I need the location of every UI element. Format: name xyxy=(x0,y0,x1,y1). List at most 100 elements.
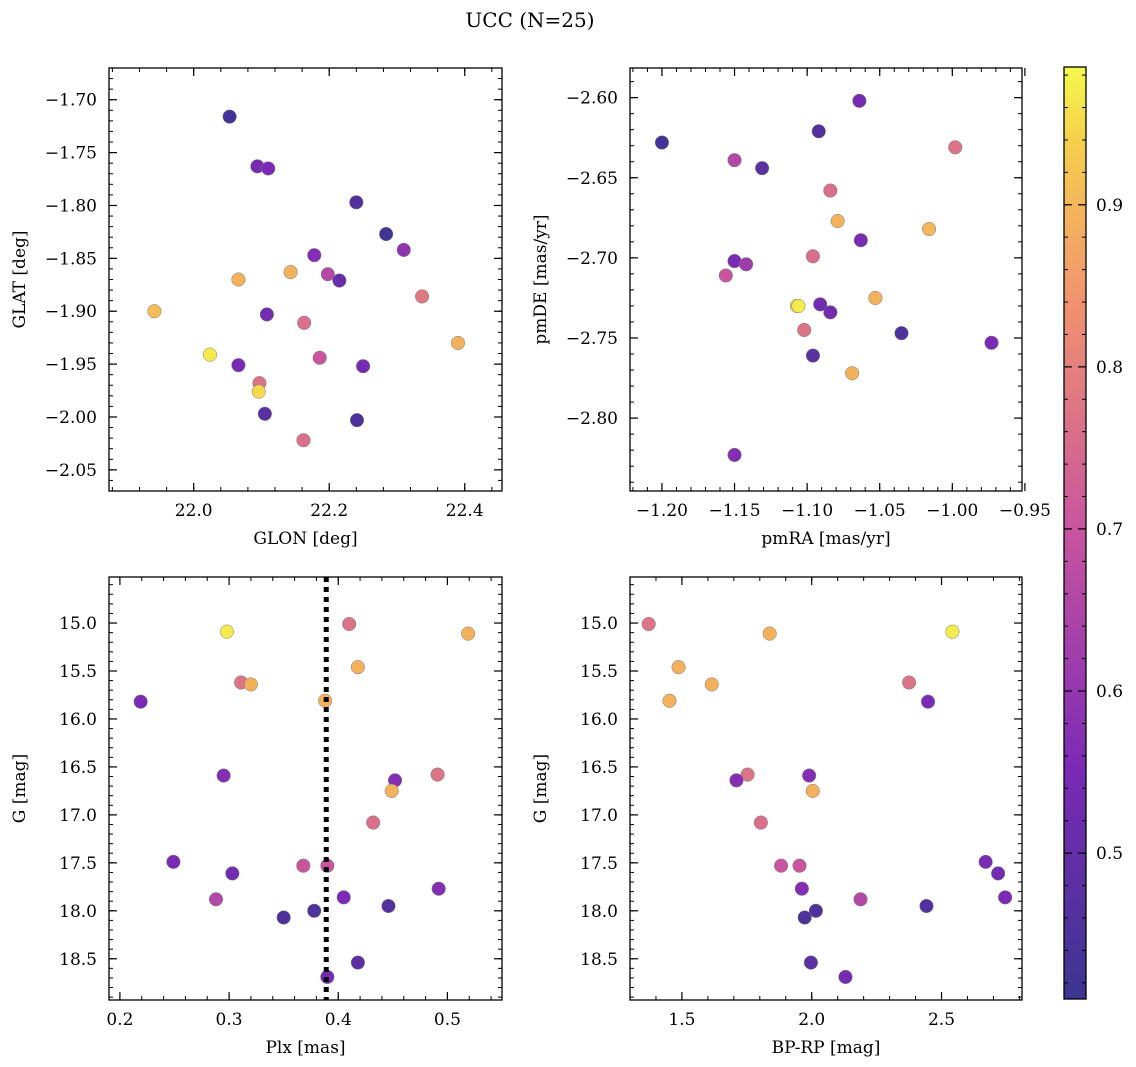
data-point xyxy=(945,624,960,639)
x-tick-label: 0.4 xyxy=(325,1010,352,1030)
data-point xyxy=(791,298,806,313)
y-tick-label: 16.5 xyxy=(580,758,618,778)
data-point xyxy=(350,955,365,970)
y-tick-label: 17.5 xyxy=(59,854,97,874)
data-point xyxy=(845,366,860,381)
colorbar-tick-label: 0.9 xyxy=(1096,196,1123,216)
x-tick-label: −1.20 xyxy=(636,501,688,521)
data-point xyxy=(739,257,754,272)
data-point xyxy=(296,858,311,873)
data-point xyxy=(297,315,312,330)
x-tick-label: 2.0 xyxy=(798,1010,825,1030)
y-tick-label: 15.5 xyxy=(59,662,97,682)
data-point xyxy=(384,783,399,798)
data-point xyxy=(414,289,430,304)
x-tick-label: 0.2 xyxy=(106,1010,133,1030)
y-tick-label: −1.75 xyxy=(45,144,97,164)
data-point xyxy=(729,773,744,788)
colorbar-tick-label: 0.6 xyxy=(1096,682,1123,702)
y-tick-label: −2.70 xyxy=(566,249,618,269)
data-point xyxy=(296,433,311,448)
data-point xyxy=(755,161,770,176)
x-tick-label: 1.5 xyxy=(668,1010,695,1030)
data-point xyxy=(219,624,234,639)
data-point xyxy=(991,866,1006,881)
panel-plx-g: 0.2 0.3 0.4 0.5 15.0 15.5 16.0 16.5 17.0 17.5 18.0… xyxy=(10,576,503,1058)
data-point xyxy=(704,677,719,692)
data-point xyxy=(450,335,466,351)
data-point xyxy=(894,326,909,341)
y-tick-label: 15.5 xyxy=(580,662,618,682)
data-point xyxy=(823,183,838,198)
data-point xyxy=(852,93,867,108)
data-point xyxy=(753,815,768,830)
colorbar-tick-label: 0.7 xyxy=(1096,520,1123,540)
data-point xyxy=(283,265,298,280)
data-point xyxy=(349,195,364,210)
data-point xyxy=(225,866,240,881)
data-point xyxy=(307,903,322,918)
y-tick-label: −1.85 xyxy=(45,249,97,269)
data-point xyxy=(762,626,777,641)
data-point xyxy=(222,109,237,124)
data-point xyxy=(259,307,274,322)
data-point xyxy=(823,305,838,320)
data-point xyxy=(202,347,218,362)
data-point xyxy=(853,233,868,248)
data-point xyxy=(794,881,809,896)
data-point xyxy=(805,348,820,363)
x-tick-label: −1.15 xyxy=(708,501,760,521)
x-axis-label: Plx [mas] xyxy=(265,1038,345,1058)
y-tick-label: 15.0 xyxy=(59,614,97,634)
y-tick-label: −2.80 xyxy=(566,409,618,429)
y-tick-label: −2.05 xyxy=(45,461,97,481)
data-point xyxy=(641,616,656,632)
data-point xyxy=(336,890,351,905)
data-point xyxy=(312,350,327,365)
y-tick-label: 16.0 xyxy=(580,710,618,730)
data-point xyxy=(830,213,845,229)
x-tick-label: −1.00 xyxy=(926,501,978,521)
data-point xyxy=(811,124,826,139)
y-tick-label: −1.70 xyxy=(45,91,97,111)
x-tick-label: 2.5 xyxy=(928,1010,955,1030)
x-tick-label: −0.95 xyxy=(999,501,1051,521)
data-point xyxy=(998,890,1013,905)
axes-frame xyxy=(629,67,1023,492)
colorbar-gradient xyxy=(1063,66,1087,1000)
x-axis-label: BP-RP [mag] xyxy=(772,1038,881,1058)
data-point xyxy=(774,858,789,873)
figure-title: UCC (N=25) xyxy=(465,8,594,32)
data-point xyxy=(243,677,258,692)
y-tick-label: 18.0 xyxy=(580,902,618,922)
panel-bprp-g: 1.5 2.0 2.5 15.0 15.5 16.0 16.5 17.0 17.5 18.0 18.… xyxy=(531,576,1023,1058)
data-point xyxy=(261,161,276,176)
y-tick-label: −2.75 xyxy=(566,329,618,349)
y-tick-label: −1.95 xyxy=(45,355,97,375)
data-point xyxy=(231,358,246,373)
data-point xyxy=(350,660,365,675)
data-point xyxy=(430,767,445,782)
data-point xyxy=(948,140,963,155)
data-point xyxy=(920,694,936,709)
x-tick-label: 22.2 xyxy=(310,501,348,521)
y-axis-label: pmDE [mas/yr] xyxy=(531,214,551,344)
data-point xyxy=(251,384,266,399)
x-tick-label: 0.5 xyxy=(434,1010,461,1030)
data-point xyxy=(431,881,446,896)
y-tick-label: 16.5 xyxy=(59,758,97,778)
data-point xyxy=(320,267,335,282)
x-tick-label: 22.4 xyxy=(446,501,484,521)
data-point xyxy=(216,768,231,783)
data-point xyxy=(919,898,934,914)
data-point xyxy=(740,767,755,782)
y-tick-label: 18.0 xyxy=(59,902,97,922)
x-tick-label: 0.3 xyxy=(216,1010,243,1030)
data-point xyxy=(797,322,812,338)
y-tick-label: 17.0 xyxy=(59,806,97,826)
data-point xyxy=(727,447,742,462)
data-point xyxy=(718,268,733,283)
y-tick-label: 17.5 xyxy=(580,854,618,874)
data-point xyxy=(231,272,246,287)
